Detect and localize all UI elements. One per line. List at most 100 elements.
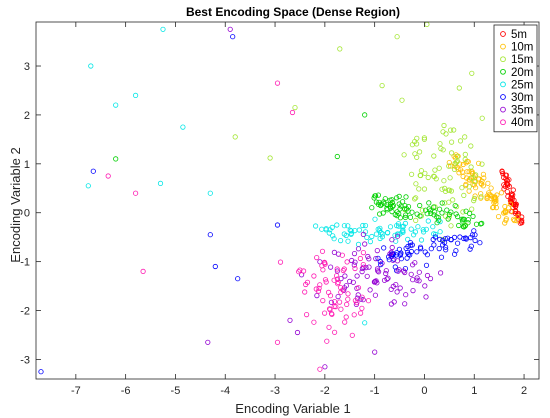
point-35m: [351, 251, 358, 257]
point-40m: [352, 265, 358, 272]
point-25m: [408, 226, 414, 232]
point-15m: [462, 156, 468, 162]
point-40m: [360, 261, 366, 268]
point-40m: [317, 282, 323, 288]
point-15m: [459, 185, 465, 191]
point-35m: [352, 259, 358, 265]
point-15m: [478, 194, 484, 200]
point-15m: [421, 186, 428, 192]
point-35m: [388, 249, 394, 255]
point-20m: [390, 202, 396, 209]
point-25m: [341, 223, 347, 229]
x-tick-label: -3: [270, 385, 280, 397]
point-10m: [480, 171, 486, 177]
point-25m: [319, 226, 325, 232]
point-40m: [316, 285, 322, 291]
point-20m: [362, 112, 368, 118]
point-25m: [133, 92, 139, 99]
point-25m: [384, 230, 391, 236]
point-20m: [436, 206, 443, 212]
y-tick-label: 0: [24, 208, 30, 220]
point-25m: [337, 238, 344, 244]
point-20m: [434, 220, 440, 226]
point-35m: [389, 237, 395, 243]
point-20m: [402, 214, 408, 220]
point-25m: [437, 219, 443, 225]
point-10m: [466, 169, 472, 175]
point-35m: [354, 273, 360, 279]
point-20m: [384, 202, 390, 208]
point-35m: [402, 301, 408, 307]
legend-marker-30m: [500, 94, 506, 100]
point-25m: [207, 190, 213, 196]
point-15m: [409, 142, 415, 148]
legend-label-5m: 5m: [511, 29, 527, 41]
point-30m: [443, 247, 449, 253]
point-40m: [342, 319, 348, 325]
point-35m: [322, 364, 328, 370]
point-25m: [418, 237, 425, 243]
legend-label-35m: 35m: [511, 105, 533, 117]
point-15m: [408, 171, 415, 177]
point-10m: [472, 193, 478, 199]
point-15m: [421, 136, 427, 142]
point-5m: [519, 220, 525, 226]
point-30m: [378, 261, 384, 268]
point-5m: [504, 189, 510, 195]
point-20m: [445, 216, 451, 222]
point-25m: [113, 102, 119, 108]
point-35m: [394, 289, 400, 295]
point-25m: [405, 236, 411, 242]
point-30m: [377, 258, 383, 265]
y-tick-label: 2: [24, 110, 30, 122]
point-10m: [511, 217, 518, 224]
x-tick-label: 1: [471, 385, 477, 397]
point-35m: [374, 248, 380, 254]
point-30m: [394, 250, 400, 256]
point-40m: [317, 366, 323, 372]
point-15m: [447, 127, 454, 133]
point-15m: [479, 161, 485, 167]
point-20m: [399, 199, 406, 205]
point-10m: [475, 176, 481, 182]
point-35m: [372, 278, 378, 284]
point-15m: [454, 158, 460, 164]
point-40m: [311, 273, 317, 279]
point-10m: [470, 181, 476, 187]
point-30m: [230, 34, 236, 40]
point-35m: [342, 273, 348, 279]
point-25m: [343, 232, 349, 239]
point-30m: [437, 236, 443, 242]
point-15m: [450, 197, 456, 203]
point-20m: [384, 205, 390, 211]
point-40m: [289, 109, 296, 116]
point-15m: [436, 165, 442, 171]
point-35m: [393, 281, 399, 288]
point-35m: [360, 231, 366, 237]
x-tick-label: -5: [171, 385, 181, 397]
point-20m: [398, 203, 404, 209]
point-20m: [452, 203, 458, 209]
point-15m: [417, 172, 423, 178]
point-40m: [339, 252, 345, 258]
point-15m: [413, 181, 419, 187]
point-20m: [409, 209, 415, 215]
point-40m: [334, 266, 340, 272]
point-10m: [505, 205, 512, 211]
point-10m: [491, 200, 497, 206]
point-15m: [440, 129, 446, 135]
point-25m: [394, 223, 400, 229]
point-10m: [451, 153, 457, 159]
point-40m: [359, 294, 365, 300]
point-35m: [205, 339, 211, 345]
point-35m: [338, 275, 344, 282]
point-5m: [501, 182, 507, 188]
point-35m: [387, 251, 393, 257]
point-30m: [431, 242, 437, 248]
point-10m: [495, 214, 502, 220]
point-40m: [321, 310, 328, 316]
point-10m: [508, 208, 514, 214]
point-35m: [427, 275, 434, 282]
point-30m: [451, 234, 458, 240]
y-axis-title: Encoding Variable 2: [8, 147, 23, 262]
